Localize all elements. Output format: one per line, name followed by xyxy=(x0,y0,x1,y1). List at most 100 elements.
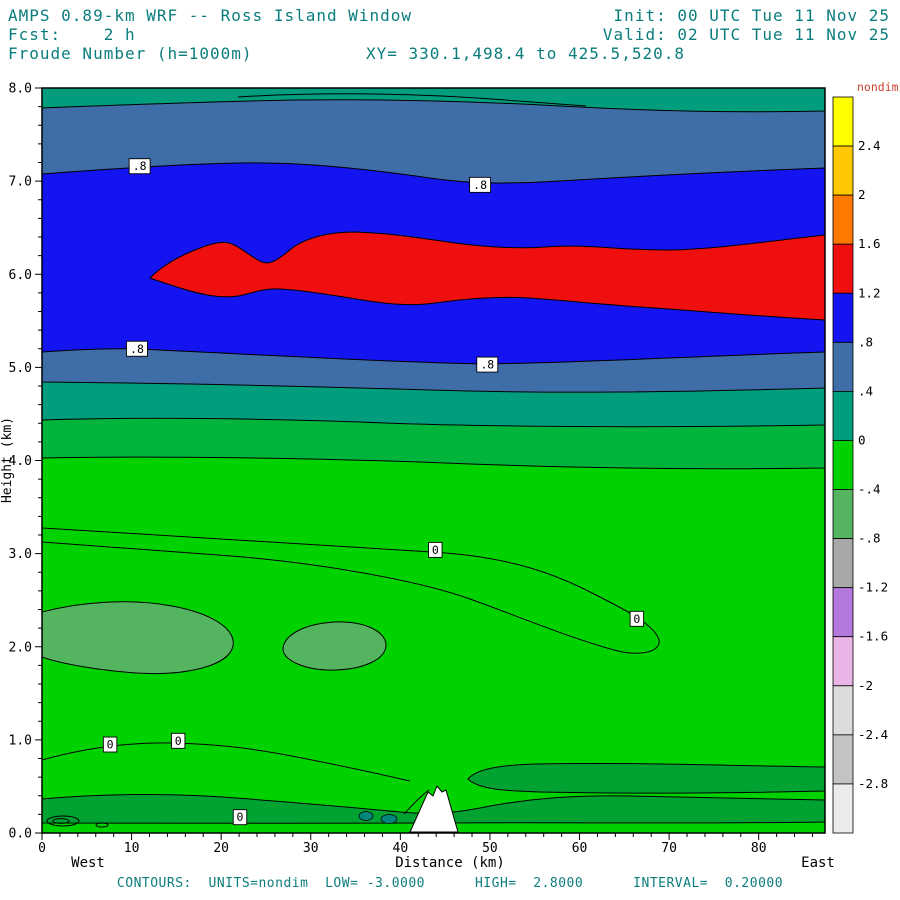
y-tick-label: 7.0 xyxy=(9,175,32,190)
colorbar: 2.4 2 1.6 1.2 .8 .4 0 -.4 -.8 -1.2 -1.6 -2 -2.4 -2.8 n… xyxy=(832,80,899,834)
x-tick-label: 20 xyxy=(213,841,229,856)
colorbar-patch xyxy=(832,243,854,294)
colorbar-patch xyxy=(832,685,854,736)
contour-ring-inner xyxy=(52,818,70,824)
colorbar-units-label: nondim xyxy=(857,80,899,94)
contour-label-box xyxy=(170,732,186,749)
band-steel-upper xyxy=(42,88,825,184)
colorbar-tick-label: -.8 xyxy=(858,531,881,546)
x-tick-label: 0 xyxy=(38,841,46,856)
y-tick-label: 8.0 xyxy=(9,82,32,97)
contour-label-text: 0 xyxy=(633,612,640,626)
contour-label-text: 0 xyxy=(107,738,114,752)
contour-label-text: .8 xyxy=(130,342,144,356)
xy-endpoints: XY= 330.1,498.4 to 425.5,520.8 xyxy=(366,44,685,63)
model-title: AMPS 0.89-km WRF -- Ross Island Window xyxy=(8,6,413,25)
contour-ring-outer xyxy=(46,815,80,827)
colorbar-patch xyxy=(832,489,854,539)
forecast-hour: Fcst: 2 h xyxy=(8,25,136,44)
colorbar-tick-label: .8 xyxy=(858,334,873,349)
contour-label-box xyxy=(428,541,443,558)
contour-label-box xyxy=(128,158,151,175)
colorbar-tick-label: .4 xyxy=(858,383,873,398)
colorbar-patch xyxy=(832,194,854,245)
contour-info-footer: CONTOURS: UNITS=nondim LOW= -3.0000 HIGH… xyxy=(116,876,784,891)
x-tick-label: 40 xyxy=(393,841,409,856)
colorbar-patch xyxy=(832,145,854,196)
teal-dot-a xyxy=(358,811,374,821)
x-axis-east-label: East xyxy=(801,855,835,871)
y-tick-label: 5.0 xyxy=(9,361,32,376)
colorbar-patch xyxy=(832,96,854,147)
colorbar-patch xyxy=(832,390,854,441)
colorbar-patch xyxy=(832,734,854,785)
y-tick-label: 4.0 xyxy=(9,454,32,469)
colorbar-tick-label: -2.4 xyxy=(858,727,888,742)
contour-label-text: .8 xyxy=(480,358,494,372)
y-tick-label: 1.0 xyxy=(9,733,32,748)
contour-field xyxy=(42,88,825,833)
band-teal-upper xyxy=(42,88,825,113)
x-tick-label: 70 xyxy=(661,841,677,856)
x-axis-west-label: West xyxy=(71,855,105,871)
x-tick-label: 80 xyxy=(751,841,767,856)
colorbar-patch xyxy=(832,783,854,834)
gray-green-pocket-mid xyxy=(282,621,387,671)
colorbar-patch xyxy=(832,341,854,392)
colorbar-patch xyxy=(832,538,854,589)
x-tick-label: 60 xyxy=(572,841,588,856)
teal-dot-b xyxy=(380,814,398,824)
valid-time: Valid: 02 UTC Tue 11 Nov 25 xyxy=(602,25,890,44)
colorbar-tick-label: 1.2 xyxy=(858,285,881,300)
contour-line-top xyxy=(237,93,587,107)
x-tick-label: 30 xyxy=(303,841,319,856)
contour-label-text: 0 xyxy=(237,810,244,824)
colorbar-patch xyxy=(832,636,854,687)
colorbar-tick-label: -2 xyxy=(858,678,873,693)
colorbar-tick-label: 1.6 xyxy=(858,236,881,251)
x-tick-label: 10 xyxy=(124,841,140,856)
colorbar-patch xyxy=(832,440,854,490)
contour-label-box xyxy=(476,356,499,373)
east-low-strip xyxy=(467,762,825,794)
colorbar-patch xyxy=(832,292,854,343)
y-tick-label: 0.0 xyxy=(9,827,32,842)
y-axis-title: Height (km) xyxy=(0,417,15,503)
y-tick-label: 3.0 xyxy=(9,547,32,562)
contour-label-box xyxy=(469,176,492,193)
red-core xyxy=(149,231,825,321)
contour-line-zero-mid xyxy=(42,527,660,654)
colorbar-tick-label: -1.6 xyxy=(858,629,888,644)
contour-label-box xyxy=(629,610,645,627)
y-tick-label: 2.0 xyxy=(9,640,32,655)
contour-label-box xyxy=(232,809,248,826)
colorbar-tick-label: -.4 xyxy=(858,482,881,497)
contour-label-text: .8 xyxy=(473,178,487,192)
colorbar-tick-label: 0 xyxy=(858,432,866,447)
colorbar-tick-label: 2 xyxy=(858,187,866,202)
x-axis-title: Distance (km) xyxy=(395,855,505,871)
contour-label-box xyxy=(102,736,118,753)
field-name: Froude Number (h=1000m) xyxy=(8,44,253,63)
init-time: Init: 00 UTC Tue 11 Nov 25 xyxy=(613,6,890,25)
x-tick-label: 50 xyxy=(482,841,498,856)
colorbar-tick-label: -1.2 xyxy=(858,580,888,595)
contour-line-terrain xyxy=(403,789,430,815)
contour-label-text: 0 xyxy=(175,734,182,748)
contour-label-text: .8 xyxy=(133,159,147,173)
colorbar-tick-label: 2.4 xyxy=(858,138,881,153)
contour-label-box xyxy=(126,340,148,357)
y-axis: 0.0 1.0 2.0 3.0 4.0 5.0 6.0 7.0 8.0 xyxy=(9,82,42,842)
gray-green-pocket-west xyxy=(42,601,234,674)
terrain-peak xyxy=(409,785,459,833)
colorbar-patch xyxy=(832,587,854,638)
y-tick-label: 6.0 xyxy=(9,268,32,283)
contour-labels: .8 .8 .8 .8 0 0 0 0 0 xyxy=(102,158,645,826)
contour-ring-small xyxy=(95,822,109,828)
x-axis: 0 10 20 30 40 50 60 70 80 xyxy=(38,833,813,856)
colorbar-tick-label: -2.8 xyxy=(858,776,888,791)
contour-line-zero-left xyxy=(42,742,411,782)
contour-label-text: 0 xyxy=(432,543,439,557)
